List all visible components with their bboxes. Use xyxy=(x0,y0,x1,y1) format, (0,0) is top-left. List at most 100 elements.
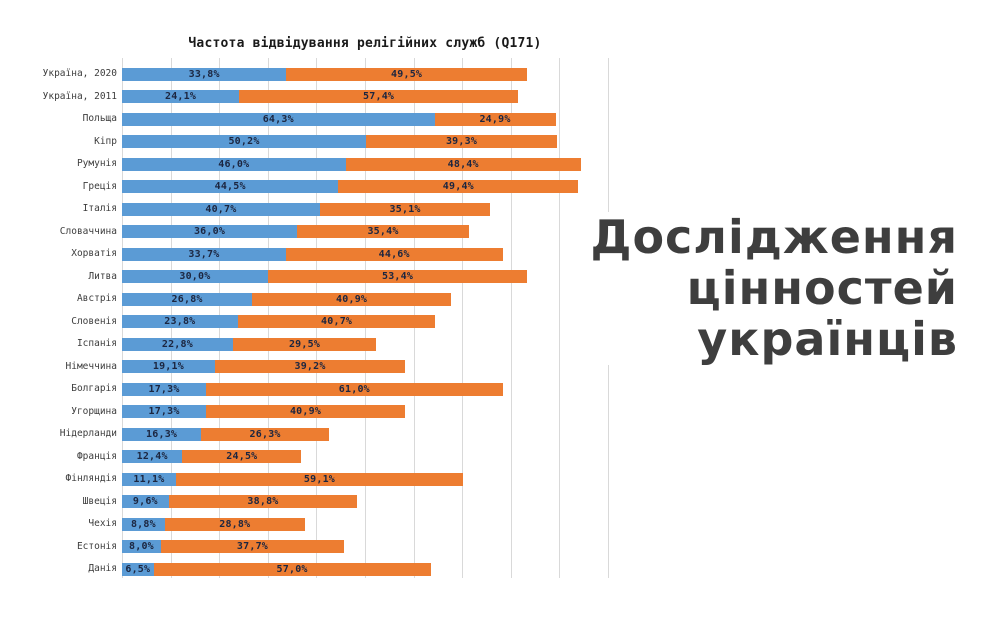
bar-segment-orange: 49,4% xyxy=(338,180,579,193)
bar-segment-blue: 46,0% xyxy=(122,157,346,171)
bar-segment-blue: 50,2% xyxy=(122,135,366,148)
bar-value-label: 53,4% xyxy=(381,271,414,282)
bar-value-label: 29,5% xyxy=(288,338,321,350)
bar-segment-orange: 40,9% xyxy=(206,405,405,418)
category-label: Румунія xyxy=(76,158,117,169)
category-label: Чехія xyxy=(88,518,117,529)
chart-row: 17,3% 61,0% xyxy=(122,378,608,401)
category-label: Болгарія xyxy=(71,383,117,394)
stacked-bar: 40,7% 35,1% xyxy=(122,202,608,216)
bar-value-label: 57,0% xyxy=(276,563,308,575)
chart-row: 11,1% 59,1% xyxy=(122,468,608,491)
category-label: Естонія xyxy=(76,540,117,552)
stacked-bar: 30,0% 53,4% xyxy=(122,270,608,283)
chart-row: 50,2% 39,3% xyxy=(122,131,608,154)
bar-segment-blue: 64,3% xyxy=(122,112,435,126)
stacked-bar: 22,8% 29,5% xyxy=(122,337,608,351)
chart-row: 46,0% 48,4% xyxy=(122,153,608,176)
chart-row: 22,8% 29,5% xyxy=(122,333,608,356)
bar-value-label: 36,0% xyxy=(193,226,226,237)
bar-segment-blue: 19,1% xyxy=(122,360,215,373)
category-label: Данія xyxy=(88,563,117,574)
chart-row: 23,8% 40,7% xyxy=(122,311,608,334)
stacked-bar: 44,5% 49,4% xyxy=(122,180,608,193)
bar-value-label: 26,8% xyxy=(171,293,203,305)
bar-value-label: 44,5% xyxy=(214,181,246,192)
bar-value-label: 64,3% xyxy=(262,113,294,125)
bar-value-label: 23,8% xyxy=(164,316,196,327)
chart-row: 40,7% 35,1% xyxy=(122,198,608,221)
stacked-bar: 36,0% 35,4% xyxy=(122,225,608,238)
bar-segment-orange: 26,3% xyxy=(201,427,329,441)
bar-segment-orange: 35,1% xyxy=(319,202,491,216)
chart-title: Частота відвідування релігійних служб (Q… xyxy=(188,36,542,51)
bar-value-label: 40,7% xyxy=(205,203,237,215)
bar-segment-blue: 26,8% xyxy=(122,292,253,306)
bar-value-label: 57,4% xyxy=(363,91,395,102)
chart-row: 16,3% 26,3% xyxy=(122,423,608,446)
bar-value-label: 40,9% xyxy=(336,293,368,305)
bar-segment-blue: 33,7% xyxy=(122,247,286,261)
stacked-bar: 6,5% 57,0% xyxy=(122,562,608,576)
bar-segment-orange: 57,0% xyxy=(153,562,431,576)
category-label: Іспанія xyxy=(76,338,117,349)
chart-row: 6,5% 57,0% xyxy=(122,558,608,581)
bar-value-label: 24,1% xyxy=(164,91,197,102)
category-label: Словенія xyxy=(71,315,117,327)
bar-value-label: 39,2% xyxy=(294,361,326,372)
stacked-bar: 46,0% 48,4% xyxy=(122,157,608,171)
bar-segment-blue: 17,3% xyxy=(122,382,207,396)
chart-row: 36,0% 35,4% xyxy=(122,221,608,244)
bar-value-label: 39,3% xyxy=(445,136,478,147)
stacked-bar: 23,8% 40,7% xyxy=(122,315,608,328)
bar-segment-blue: 23,8% xyxy=(122,315,238,328)
stacked-bar: 33,7% 44,6% xyxy=(122,247,608,261)
chart-row: 33,7% 44,6% xyxy=(122,243,608,266)
bar-segment-orange: 39,2% xyxy=(214,360,406,373)
plot-area: 33,8% 49,5% 24,1% 57,4% 64,3% 24,9% 50,2% 39,3%… xyxy=(122,58,609,581)
chart-row: 33,8% 49,5% xyxy=(122,63,608,86)
bar-segment-orange: 24,9% xyxy=(434,112,556,126)
bar-segment-orange: 35,4% xyxy=(297,225,469,238)
stacked-bar: 8,8% 28,8% xyxy=(122,517,608,531)
bar-segment-blue: 12,4% xyxy=(122,450,183,463)
stacked-bar: 17,3% 40,9% xyxy=(122,405,608,418)
category-label: Україна, 2020 xyxy=(42,68,117,79)
category-label: Угорщина xyxy=(71,405,117,417)
stacked-bar: 24,1% 57,4% xyxy=(122,90,608,103)
bar-value-label: 35,1% xyxy=(389,203,421,215)
stacked-bar: 12,4% 24,5% xyxy=(122,450,608,463)
bar-value-label: 9,6% xyxy=(132,496,158,507)
bar-value-label: 46,0% xyxy=(218,158,250,170)
bar-segment-blue: 24,1% xyxy=(122,90,240,103)
bar-value-label: 35,4% xyxy=(367,226,399,237)
chart-row: 8,0% 37,7% xyxy=(122,536,608,559)
bar-value-label: 19,1% xyxy=(152,361,184,372)
bar-segment-orange: 39,3% xyxy=(366,135,557,148)
bar-value-label: 22,8% xyxy=(161,338,193,350)
category-label: Греція xyxy=(82,180,117,192)
bar-segment-orange: 61,0% xyxy=(206,382,503,396)
chart-row: 8,8% 28,8% xyxy=(122,513,608,536)
chart-row: 17,3% 40,9% xyxy=(122,401,608,424)
headline-line-3: українців xyxy=(697,312,958,366)
bar-segment-orange: 29,5% xyxy=(232,337,377,351)
bar-value-label: 49,5% xyxy=(391,68,423,80)
bar-value-label: 61,0% xyxy=(338,383,370,395)
bar-segment-blue: 40,7% xyxy=(122,202,320,216)
stacked-bar: 16,3% 26,3% xyxy=(122,427,608,441)
gridline xyxy=(510,58,512,578)
bar-value-label: 30,0% xyxy=(179,271,211,282)
bar-segment-blue: 22,8% xyxy=(122,337,233,351)
category-label: Австрія xyxy=(76,293,117,304)
bar-value-label: 17,3% xyxy=(148,406,180,417)
stacked-bar: 19,1% 39,2% xyxy=(122,360,608,373)
chart-row: 30,0% 53,4% xyxy=(122,266,608,289)
bar-segment-blue: 36,0% xyxy=(122,225,297,238)
stacked-bar: 9,6% 38,8% xyxy=(122,495,608,508)
bar-segment-blue: 8,0% xyxy=(122,540,161,553)
chart-row: 9,6% 38,8% xyxy=(122,491,608,514)
stacked-bar: 33,8% 49,5% xyxy=(122,67,608,81)
category-label: Словаччина xyxy=(59,225,117,237)
bar-segment-orange: 57,4% xyxy=(239,90,519,103)
